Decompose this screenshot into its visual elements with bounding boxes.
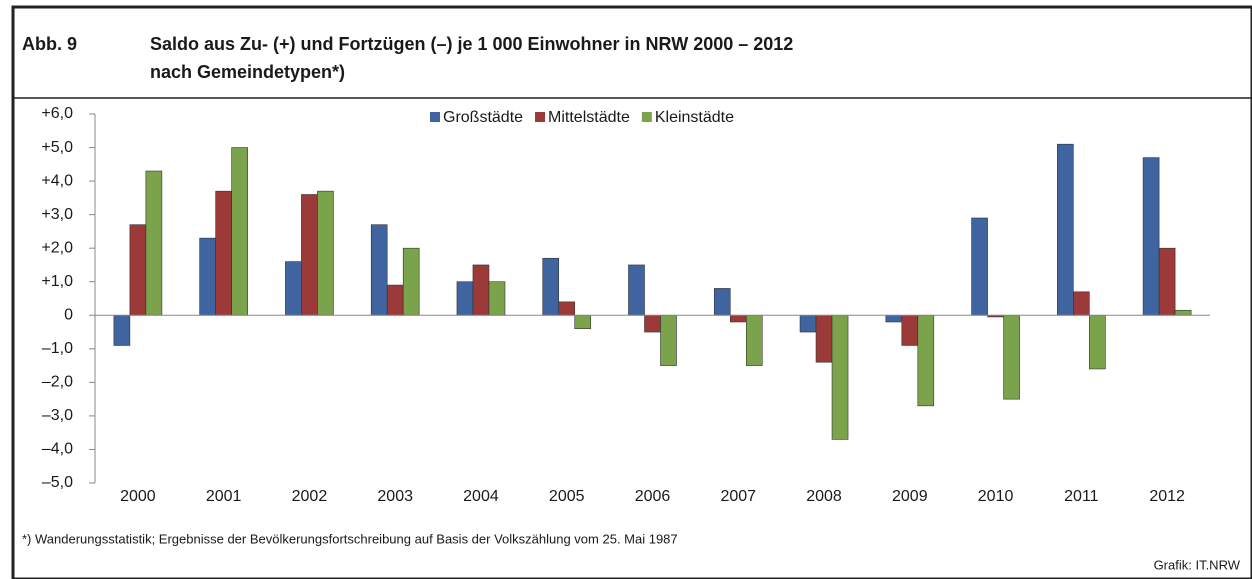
bar [815, 314, 833, 363]
legend-label: Mittelstädte [548, 109, 630, 126]
x-tick-label: 2011 [1064, 488, 1099, 505]
x-tick-label: 2009 [892, 488, 928, 505]
bar [1174, 309, 1192, 316]
bar [285, 261, 302, 316]
x-tick-label: 2005 [549, 488, 585, 505]
x-tick-label: 2006 [635, 488, 671, 505]
bar [885, 314, 903, 323]
y-tick-label: –5,0 [42, 474, 73, 491]
x-tick-label: 2008 [806, 488, 842, 505]
bar [1089, 314, 1106, 370]
y-tick-label: +4,0 [41, 172, 73, 189]
bar [488, 281, 506, 316]
bar [301, 194, 318, 316]
legend-label: Großstädte [443, 109, 523, 126]
bar [1158, 247, 1176, 316]
bar [1073, 291, 1090, 316]
bar [745, 314, 763, 366]
bar [215, 190, 232, 316]
legend-swatch [641, 112, 652, 122]
y-tick-label: –2,0 [42, 374, 73, 391]
y-tick-label: +1,0 [41, 273, 73, 290]
bar [729, 314, 747, 323]
bar [628, 264, 645, 316]
bar [1142, 157, 1160, 316]
y-tick-label: +3,0 [41, 206, 73, 223]
bar [129, 224, 147, 316]
bar [644, 314, 661, 333]
x-tick-label: 2001 [206, 488, 242, 505]
bar [113, 314, 131, 346]
bar [660, 314, 677, 366]
bar [1003, 314, 1020, 400]
bar [831, 314, 849, 440]
y-tick-label: –1,0 [42, 340, 73, 357]
bar [472, 264, 490, 316]
bar [145, 170, 163, 316]
bar [917, 314, 935, 407]
x-tick-label: 2003 [377, 488, 413, 505]
bar [1057, 143, 1074, 316]
bar [542, 257, 560, 316]
bar [370, 224, 388, 316]
figure-label: Abb. 9 [22, 34, 77, 54]
chart-title: Saldo aus Zu- (+) und Fortzügen (–) je 1… [150, 34, 793, 54]
legend-swatch [430, 112, 440, 122]
y-tick-label: +2,0 [41, 239, 73, 256]
bar [231, 147, 248, 316]
bar [402, 247, 420, 316]
y-tick-label: +5,0 [41, 139, 73, 156]
x-tick-label: 2007 [720, 488, 756, 505]
y-tick-label: –3,0 [42, 407, 73, 424]
x-tick-label: 2002 [292, 488, 328, 505]
bar [199, 237, 216, 316]
x-tick-label: 2012 [1149, 488, 1185, 505]
chart-title: nach Gemeindetypen*) [150, 62, 345, 82]
bar [558, 301, 576, 316]
source: Grafik: IT.NRW [1154, 557, 1241, 572]
bar [901, 314, 919, 346]
x-tick-label: 2000 [120, 488, 156, 505]
legend-label: Kleinstädte [655, 109, 734, 126]
bar [317, 190, 334, 316]
bar [799, 314, 817, 333]
bar [456, 281, 474, 316]
bar [971, 217, 988, 316]
bar [713, 288, 731, 316]
y-tick-label: –4,0 [42, 441, 73, 458]
bar [574, 314, 592, 329]
x-tick-label: 2010 [978, 488, 1014, 505]
legend-swatch [535, 112, 546, 122]
y-tick-label: 0 [64, 306, 73, 323]
footnote: *) Wanderungsstatistik; Ergebnisse der B… [22, 531, 678, 546]
x-tick-label: 2004 [463, 488, 499, 505]
y-tick-label: +6,0 [41, 105, 73, 122]
bar [386, 284, 404, 316]
